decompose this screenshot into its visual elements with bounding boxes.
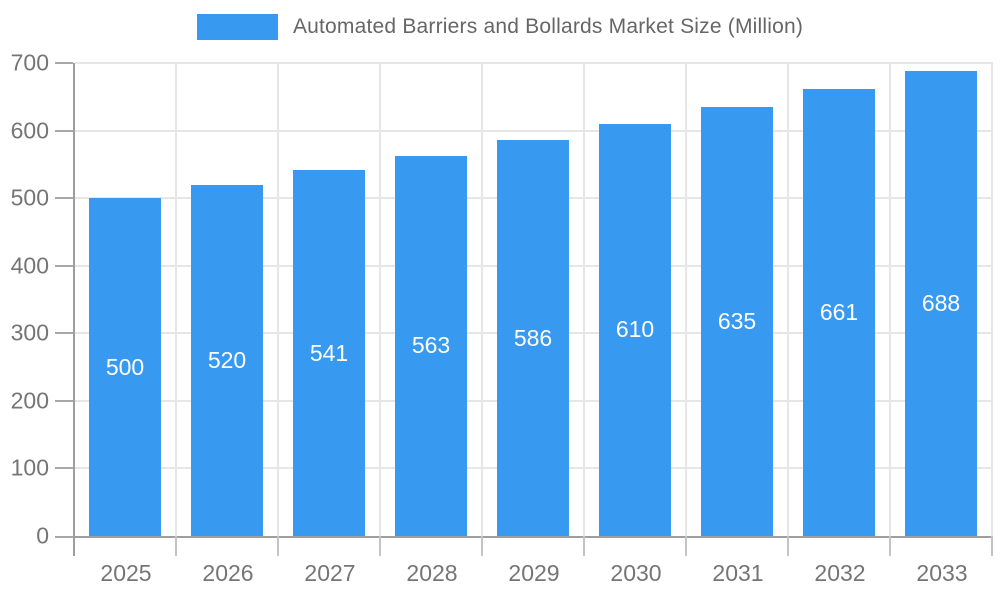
x-axis-label-2026: 2026 [202,560,254,586]
bar-value-label: 563 [411,332,451,359]
x-axis-ticks [73,536,993,556]
y-axis-label-500: 500 [10,184,49,211]
x-axis-label-2028: 2028 [406,560,458,586]
x-axis-label-2027: 2027 [304,560,356,586]
bar-column-2027: 541 [279,63,381,536]
y-axis-label-100: 100 [10,454,49,481]
y-axis-label-200: 200 [10,387,49,414]
bar-column-2029: 586 [483,63,585,536]
bar-column-2030: 610 [585,63,687,536]
x-tick [279,536,381,556]
x-axis-label-2025: 2025 [100,560,152,586]
bar-2031[interactable]: 635 [701,106,773,536]
bar-value-label: 688 [921,290,961,317]
y-axis-label-700: 700 [10,49,49,76]
x-tick [687,536,789,556]
gridline-700 [55,62,993,64]
legend-swatch [196,14,278,40]
x-axis-labels: 2025 2026 2027 2028 2029 2030 2031 2032 … [75,560,993,587]
x-tick [585,536,687,556]
x-axis-label-2032: 2032 [814,560,866,586]
bar-2025[interactable]: 500 [89,198,161,536]
x-axis-label-2029: 2029 [508,560,560,586]
bar-2033[interactable]: 688 [905,71,977,536]
bar-value-label: 610 [615,316,655,343]
plot-area: 500 520 541 563 586 [11,50,993,586]
y-axis-label-0: 0 [36,522,49,549]
bar-value-label: 661 [819,299,859,326]
x-tick [177,536,279,556]
bar-column-2025: 500 [75,63,177,536]
y-tick-0 [55,536,73,538]
bars-container: 500 520 541 563 586 [75,63,993,536]
bar-column-2033: 688 [891,63,993,536]
bar-value-label: 541 [309,339,349,366]
bar-column-2026: 520 [177,63,279,536]
bar-2032[interactable]: 661 [803,89,875,536]
x-tick [381,536,483,556]
x-axis-label-2030: 2030 [610,560,662,586]
x-tick [789,536,891,556]
bar-2029[interactable]: 586 [497,140,569,536]
y-axis-label-400: 400 [10,252,49,279]
bar-2026[interactable]: 520 [191,184,263,536]
x-tick [75,536,177,556]
bar-column-2032: 661 [789,63,891,536]
x-tick [891,536,993,556]
bar-column-2031: 635 [687,63,789,536]
bar-value-label: 500 [105,353,145,380]
y-axis-label-600: 600 [10,117,49,144]
bar-value-label: 586 [513,324,553,351]
bar-value-label: 520 [207,346,247,373]
bar-2030[interactable]: 610 [599,123,671,536]
gridline-600 [55,129,993,132]
bar-value-label: 635 [717,307,757,334]
bar-2027[interactable]: 541 [293,170,365,536]
bar-column-2028: 563 [381,63,483,536]
chart-legend[interactable]: Automated Barriers and Bollards Market S… [0,14,1000,40]
legend-label: Automated Barriers and Bollards Market S… [292,15,804,38]
x-axis-label-2031: 2031 [712,560,764,586]
x-tick [483,536,585,556]
y-axis-label-300: 300 [10,319,49,346]
bar-2028[interactable]: 563 [395,155,467,536]
x-axis-label-2033: 2033 [916,560,968,586]
